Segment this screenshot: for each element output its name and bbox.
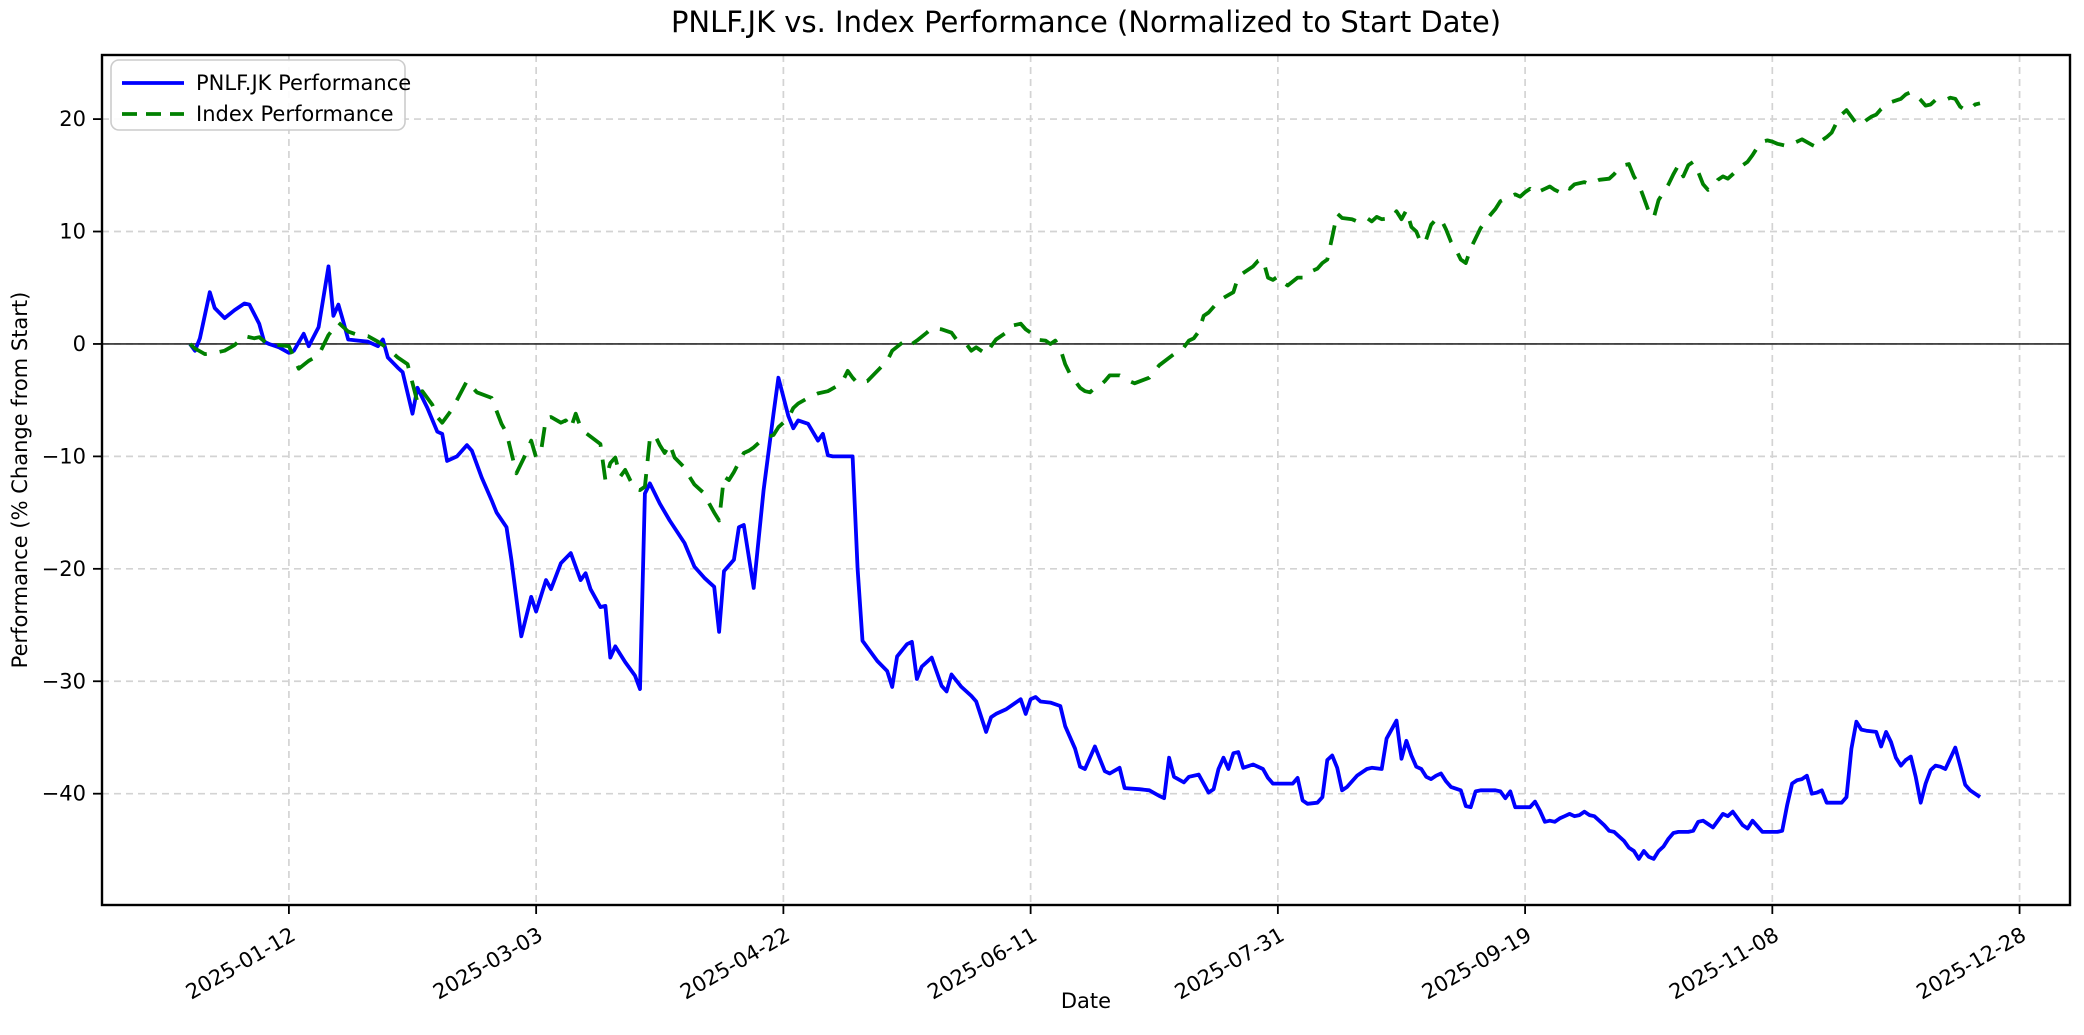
y-tick-label: 20 bbox=[59, 107, 86, 131]
y-tick-label: −40 bbox=[42, 782, 86, 806]
y-axis-label: Performance (% Change from Start) bbox=[8, 292, 32, 669]
x-tick-label: 2025-01-12 bbox=[182, 923, 300, 1005]
y-tick-label: −20 bbox=[42, 557, 86, 581]
x-axis-label: Date bbox=[1061, 989, 1111, 1013]
tick-marks bbox=[93, 118, 2021, 914]
axes-spines bbox=[100, 53, 2072, 907]
x-tick-label: 2025-04-22 bbox=[676, 923, 794, 1005]
x-tick-label: 2025-09-19 bbox=[1418, 923, 1536, 1005]
grid-layer bbox=[102, 55, 2070, 905]
pnlf-line bbox=[188, 264, 1982, 861]
y-tick-label: 10 bbox=[59, 220, 86, 244]
y-tick-label: 0 bbox=[73, 332, 86, 356]
x-tick-label: 2025-11-08 bbox=[1665, 923, 1783, 1005]
index-line bbox=[188, 90, 1981, 523]
x-tick-label: 2025-06-11 bbox=[923, 923, 1041, 1005]
x-tick-label: 2025-03-03 bbox=[429, 923, 547, 1005]
y-tick-label: −10 bbox=[42, 444, 86, 468]
x-tick-label: 2025-12-28 bbox=[1912, 923, 2030, 1005]
chart-title: PNLF.JK vs. Index Performance (Normalize… bbox=[671, 5, 1501, 39]
plot-border bbox=[100, 53, 2072, 907]
legend-box bbox=[110, 59, 406, 131]
y-tick-label: −30 bbox=[42, 669, 86, 693]
legend-label-pnlf: PNLF.JK Performance bbox=[196, 71, 411, 95]
x-tick-label: 2025-07-31 bbox=[1171, 923, 1289, 1005]
legend-label-index: Index Performance bbox=[196, 102, 394, 126]
legend: PNLF.JK Performance Index Performance bbox=[110, 59, 411, 131]
series-layer bbox=[188, 90, 1982, 861]
y-tick-labels: 20 10 0 −10 −20 −30 −40 bbox=[42, 107, 86, 806]
